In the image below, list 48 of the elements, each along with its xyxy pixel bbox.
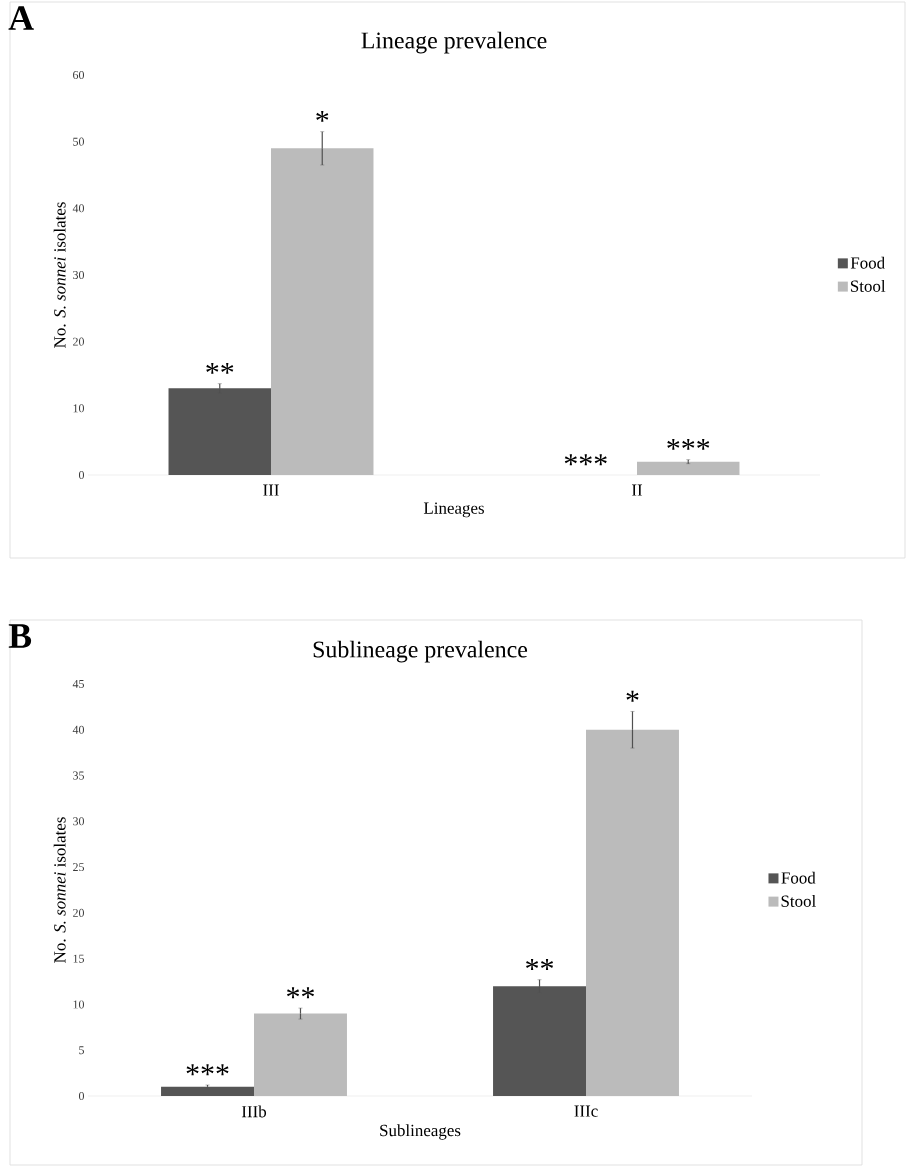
text: A	[8, 6, 34, 30]
y-tick-label: 40	[72, 725, 85, 734]
annotation: **	[206, 362, 234, 374]
annotation: ***	[186, 1064, 229, 1076]
text: B	[8, 624, 32, 648]
x-tick-label: IIIb	[241, 1105, 267, 1118]
y-tick-label: 20	[73, 337, 85, 346]
legend-label: Stool	[850, 279, 886, 292]
y-tick-label: 0	[78, 470, 85, 480]
y-axis-title: No. S. sonnei isolates	[53, 202, 66, 348]
annotation: ***	[667, 438, 710, 450]
y-tick-label: 15	[73, 954, 85, 963]
annotation: **	[286, 987, 314, 999]
chart-title: Lineage prevalence	[361, 31, 547, 54]
legend-label: Food	[850, 256, 885, 269]
y-tick-label: 40	[72, 204, 85, 213]
y-tick-label: 60	[73, 70, 85, 80]
legend-label: Food	[781, 871, 816, 884]
legend-label: Stool	[781, 894, 816, 907]
x-axis-title: Lineages	[423, 502, 484, 518]
annotation: **	[526, 958, 554, 970]
y-tick-label: 30	[73, 270, 85, 280]
bar	[254, 1013, 347, 1096]
y-tick-label: 25	[73, 863, 85, 872]
y-axis-title: No. S. sonnei isolates	[53, 817, 66, 963]
y-tick-label: 30	[73, 817, 85, 826]
annotation: ***	[564, 454, 607, 466]
annotation: *	[626, 690, 639, 702]
x-tick-label: II	[631, 484, 643, 496]
x-tick-label: IIIc	[574, 1105, 598, 1117]
chart-title: Sublineage prevalence	[313, 640, 528, 663]
y-tick-label: 45	[72, 680, 85, 688]
bar	[168, 388, 271, 475]
bar	[161, 1086, 254, 1096]
annotation: *	[316, 110, 329, 122]
y-tick-label: 10	[73, 404, 85, 413]
bar	[271, 148, 374, 475]
bar	[637, 461, 740, 475]
bar	[493, 986, 586, 1096]
y-tick-label: 10	[73, 1000, 85, 1009]
y-tick-label: 35	[73, 771, 85, 780]
y-tick-label: 50	[73, 137, 85, 146]
y-tick-label: 5	[79, 1046, 85, 1055]
x-tick-label: III	[263, 484, 279, 496]
x-axis-title: Sublineages	[380, 1124, 461, 1140]
y-tick-label: 20	[73, 908, 85, 917]
bar	[586, 729, 679, 1096]
y-tick-label: 0	[78, 1091, 85, 1101]
